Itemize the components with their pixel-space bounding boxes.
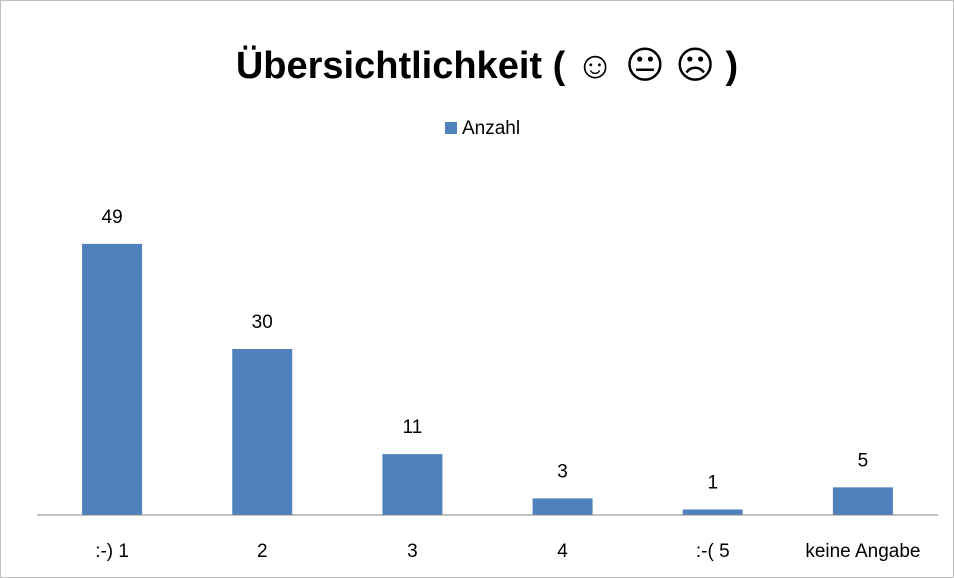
- x-tick-label: :-) 1: [95, 541, 129, 562]
- x-tick-label: :-( 5: [696, 541, 730, 562]
- x-tick-label: 3: [407, 541, 418, 562]
- x-tick-label: 2: [257, 541, 268, 562]
- bar: [82, 243, 143, 515]
- bar: [832, 487, 893, 515]
- legend-label: Anzahl: [462, 118, 520, 139]
- data-label: 30: [252, 312, 273, 333]
- bar: [382, 454, 443, 515]
- bar: [232, 349, 293, 515]
- bar: [532, 498, 593, 515]
- data-label: 5: [858, 450, 869, 471]
- data-label: 11: [403, 417, 423, 438]
- x-tick-label: 4: [557, 541, 568, 562]
- data-label: 49: [102, 207, 123, 228]
- chart-title: Übersichtlichkeit ( ☺ 😐 ☹ ): [236, 44, 738, 87]
- x-tick-label: keine Angabe: [805, 541, 920, 562]
- bar: [682, 509, 743, 515]
- data-label: 1: [707, 472, 718, 493]
- data-label: 3: [557, 461, 568, 482]
- legend-swatch: [445, 122, 457, 134]
